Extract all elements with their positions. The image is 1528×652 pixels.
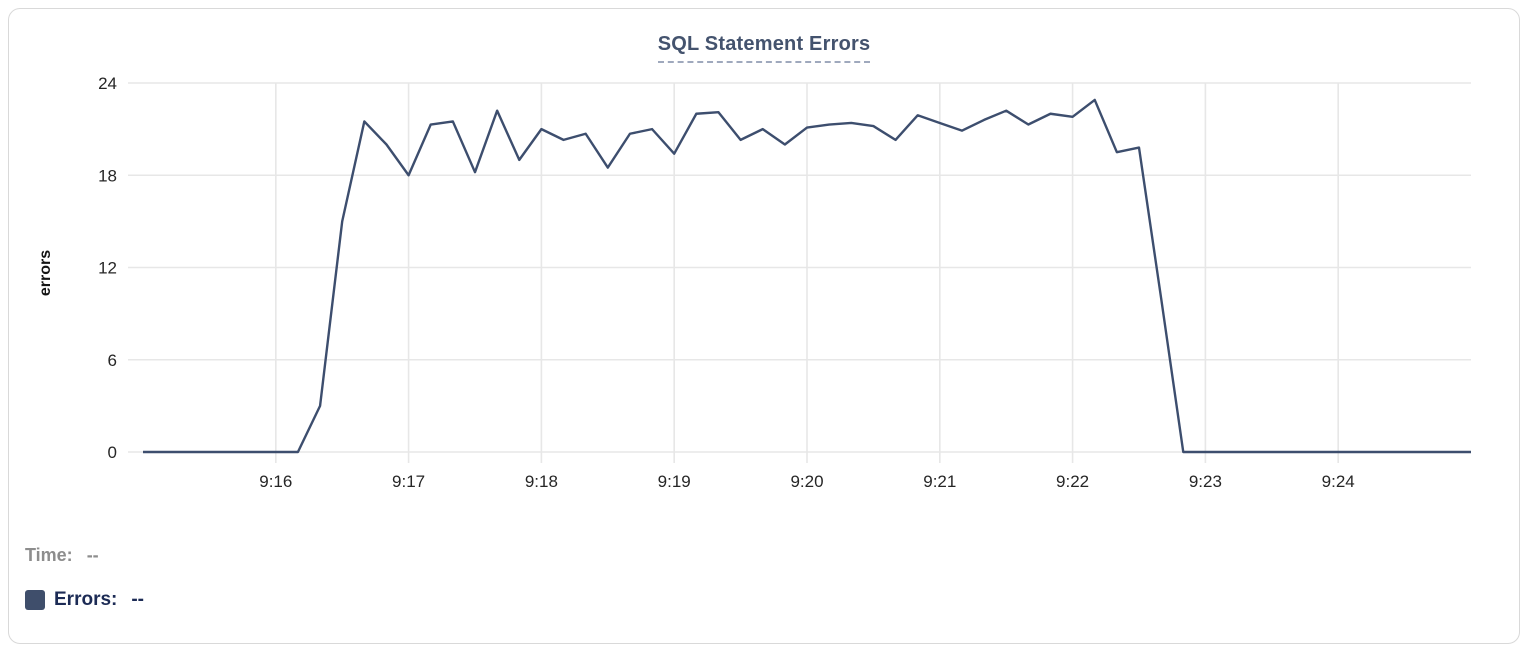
x-tick-label: 9:19 <box>658 472 691 491</box>
data-line-errors <box>143 98 1471 454</box>
y-tick-label: 12 <box>98 259 117 278</box>
plot-area[interactable] <box>143 83 1471 452</box>
legend-errors-row: Errors: -- <box>25 589 144 611</box>
chart-card: SQL Statement Errors 0 6 12 18 24 9:16 9:17 9:1… <box>8 8 1520 644</box>
x-tick-label: 9:17 <box>392 472 425 491</box>
x-tick-label: 9:22 <box>1056 472 1089 491</box>
time-value: -- <box>86 545 99 565</box>
x-tick-label: 9:16 <box>259 472 292 491</box>
legend-time-row: Time: -- <box>25 545 99 566</box>
y-tick-label: 0 <box>108 443 117 462</box>
x-tick-label: 9:23 <box>1189 472 1222 491</box>
x-tick-label: 9:21 <box>923 472 956 491</box>
chart-header: SQL Statement Errors <box>9 33 1519 63</box>
y-axis-title: errors <box>37 250 54 296</box>
x-tick-label: 9:20 <box>790 472 823 491</box>
errors-series-swatch <box>25 590 45 610</box>
x-tick-label: 9:18 <box>525 472 558 491</box>
time-label: Time: <box>25 545 73 565</box>
y-tick-label: 6 <box>108 351 117 370</box>
chart-plot[interactable]: 0 6 12 18 24 9:16 9:17 9:18 9:19 9:20 9:21 9:22 9:23… <box>9 65 1519 505</box>
y-tick-label: 24 <box>98 74 117 93</box>
errors-value: -- <box>131 589 145 610</box>
x-tick-label: 9:24 <box>1322 472 1355 491</box>
y-tick-label: 18 <box>98 166 117 185</box>
chart-title[interactable]: SQL Statement Errors <box>657 33 871 63</box>
errors-label: Errors: <box>54 589 118 610</box>
